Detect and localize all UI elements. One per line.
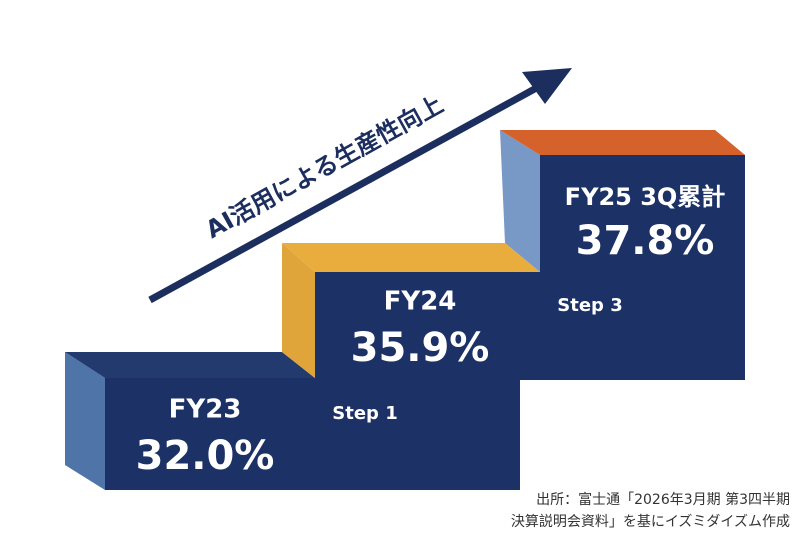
arrow-shaft <box>148 82 542 304</box>
step-period: FY25 3Q累計 <box>565 183 726 211</box>
step-period: FY24 <box>384 287 457 317</box>
arrow-head <box>522 68 572 104</box>
step1-side <box>65 352 105 490</box>
step-label: Step 3 <box>557 295 622 316</box>
step3-top <box>500 130 745 155</box>
step2-top <box>282 243 540 272</box>
step2-side <box>282 243 315 378</box>
step-period: FY23 <box>169 395 242 425</box>
staircase-front <box>105 155 745 490</box>
step-label: Step 1 <box>332 403 397 424</box>
step-value: 35.9% <box>351 325 490 371</box>
step1-top <box>65 352 315 378</box>
source-line: 決算説明会資料」を基にイズミダイズム作成 <box>511 513 790 530</box>
step-value: 37.8% <box>576 218 715 264</box>
source-line: 出所：富士通「2026年3月期 第3四半期 <box>536 491 790 508</box>
step-value: 32.0% <box>136 433 275 479</box>
step3-side <box>500 130 540 272</box>
